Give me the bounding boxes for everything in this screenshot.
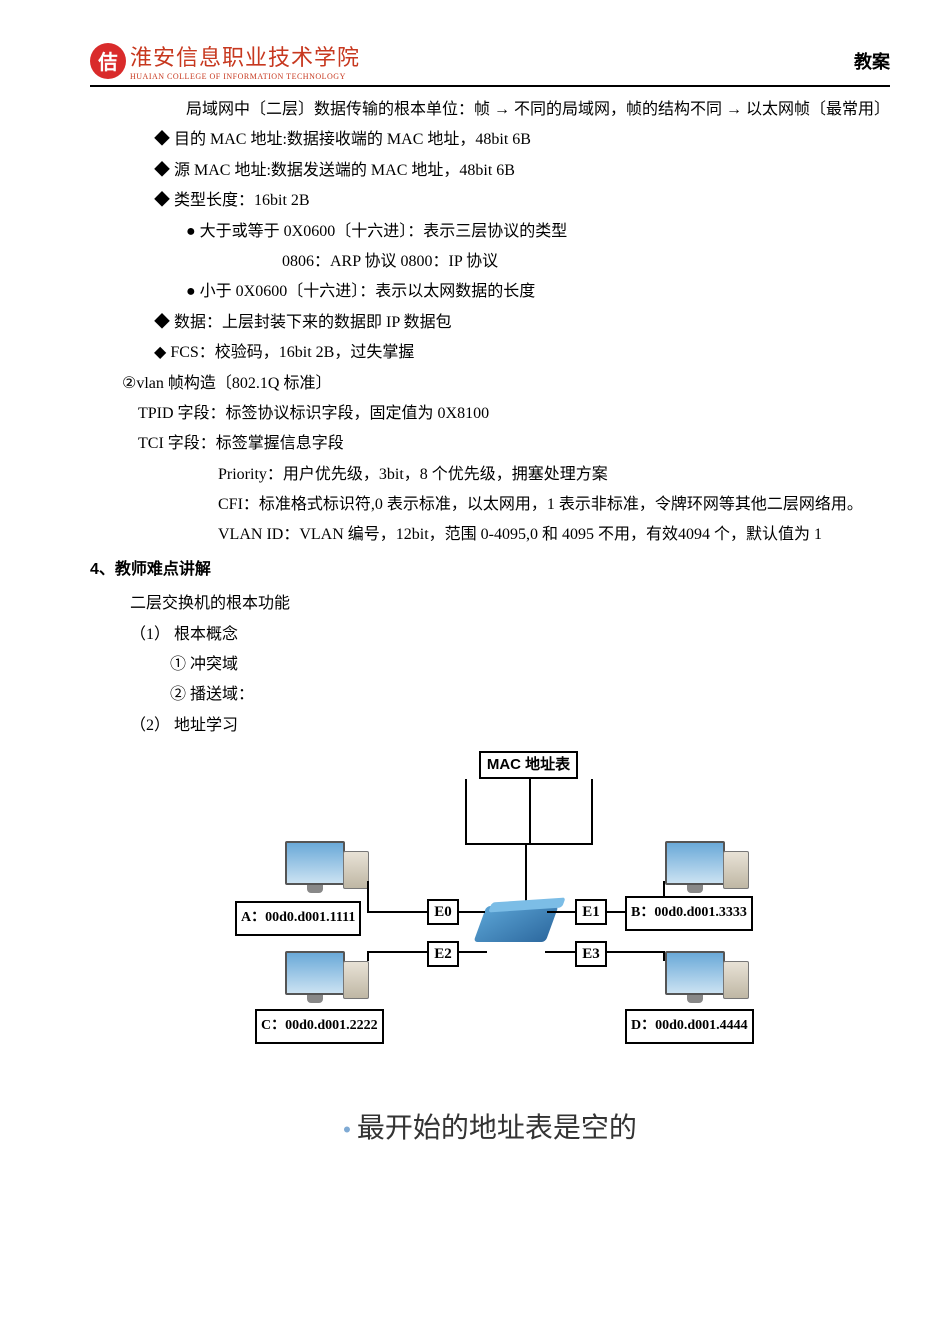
host-label: C：00d0.d001.2222 bbox=[255, 1009, 384, 1044]
connector-line bbox=[547, 911, 575, 913]
list-item: （1） 根本概念 bbox=[90, 620, 890, 650]
computer-icon bbox=[665, 841, 721, 885]
network-diagram: MAC 地址表 E0 E1 E2 E3 bbox=[90, 751, 890, 1081]
paragraph: Priority：用户优先级，3bit，8 个优先级，拥塞处理方案 bbox=[90, 460, 890, 490]
bullet-item: 数据：上层封装下来的数据即 IP 数据包 bbox=[154, 308, 890, 338]
connector-line bbox=[605, 951, 665, 953]
diagram-caption: •最开始的地址表是空的 bbox=[90, 1101, 890, 1154]
logo-icon: 佶 bbox=[90, 43, 126, 79]
list-sub-item: ① 冲突域 bbox=[90, 650, 890, 680]
sub-text: 0806：ARP 协议 0800：IP 协议 bbox=[90, 247, 890, 277]
sub-bullet-item: 大于或等于 0X0600〔十六进〕：表示三层协议的类型 bbox=[186, 217, 890, 247]
document-body: 局域网中〔二层〕数据传输的根本单位：帧 → 不同的局域网，帧的结构不同 → 以太… bbox=[90, 95, 890, 1154]
port-label: E2 bbox=[427, 941, 459, 967]
connector-line bbox=[545, 951, 575, 953]
connector-line bbox=[367, 951, 369, 961]
host-label: D：00d0.d001.4444 bbox=[625, 1009, 754, 1044]
mac-table-header: MAC 地址表 bbox=[479, 751, 578, 779]
connector-line bbox=[367, 951, 427, 953]
school-name-cn: 淮安信息职业技术学院 bbox=[130, 40, 360, 72]
connector-line bbox=[457, 911, 485, 913]
list-sub-item: ② 播送域： bbox=[90, 680, 890, 710]
page-header: 佶 淮安信息职业技术学院 HUAIAN COLLEGE OF INFORMATI… bbox=[90, 40, 890, 87]
paragraph: 二层交换机的根本功能 bbox=[90, 589, 890, 619]
paragraph: TCI 字段：标签掌握信息字段 bbox=[90, 429, 890, 459]
bullet-item: 类型长度：16bit 2B bbox=[154, 186, 890, 216]
paragraph: TPID 字段：标签协议标识字段，固定值为 0X8100 bbox=[90, 399, 890, 429]
connector-line bbox=[663, 951, 665, 961]
sub-bullet-item: 小于 0X0600〔十六进〕：表示以太网数据的长度 bbox=[186, 277, 890, 307]
school-name-en: HUAIAN COLLEGE OF INFORMATION TECHNOLOGY bbox=[130, 72, 360, 81]
host-label: B：00d0.d001.3333 bbox=[625, 896, 753, 931]
bullet-icon: • bbox=[343, 1117, 351, 1142]
connector-line bbox=[457, 951, 487, 953]
computer-icon bbox=[285, 951, 341, 995]
switch-icon bbox=[473, 906, 558, 942]
bullet-item: FCS：校验码，16bit 2B，过失掌握 bbox=[154, 338, 890, 368]
host-label: A：00d0.d001.1111 bbox=[235, 901, 361, 936]
bullet-item: 目的 MAC 地址:数据接收端的 MAC 地址，48bit 6B bbox=[154, 125, 890, 155]
logo-area: 佶 淮安信息职业技术学院 HUAIAN COLLEGE OF INFORMATI… bbox=[90, 40, 360, 81]
computer-icon bbox=[665, 951, 721, 995]
paragraph: ②vlan 帧构造〔802.1Q 标准〕 bbox=[90, 369, 890, 399]
mac-table-body bbox=[465, 779, 593, 845]
port-label: E1 bbox=[575, 899, 607, 925]
section-heading: 4、教师难点讲解 bbox=[90, 555, 890, 585]
list-item: （2） 地址学习 bbox=[90, 711, 890, 741]
header-right-label: 教案 bbox=[854, 48, 890, 74]
connector-line bbox=[367, 911, 427, 913]
connector-line bbox=[367, 881, 369, 913]
connector-line bbox=[525, 843, 527, 906]
port-label: E0 bbox=[427, 899, 459, 925]
paragraph: CFI：标准格式标识符,0 表示标准，以太网用，1 表示非标准，令牌环网等其他二… bbox=[90, 490, 890, 520]
paragraph: VLAN ID：VLAN 编号，12bit，范围 0-4095,0 和 4095… bbox=[90, 520, 890, 550]
paragraph: 局域网中〔二层〕数据传输的根本单位：帧 → 不同的局域网，帧的结构不同 → 以太… bbox=[90, 95, 890, 125]
computer-icon bbox=[285, 841, 341, 885]
port-label: E3 bbox=[575, 941, 607, 967]
bullet-item: 源 MAC 地址:数据发送端的 MAC 地址，48bit 6B bbox=[154, 156, 890, 186]
